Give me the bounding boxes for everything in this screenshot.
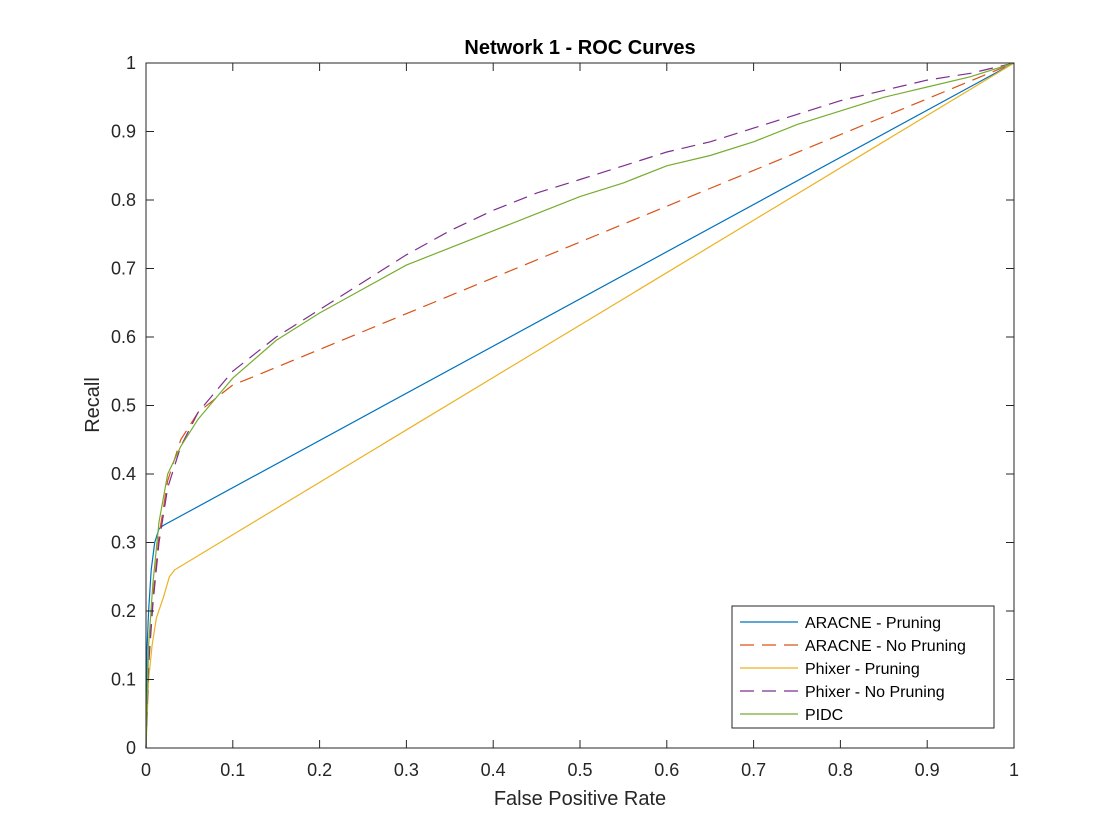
y-tick-label: 0.6 [111, 327, 136, 347]
legend-label: ARACNE - Pruning [805, 615, 941, 632]
legend: ARACNE - Pruning ARACNE - No Pruning Phixe… [731, 605, 995, 729]
tick-layer: 0 0.1 0.2 0.3 0.4 0.5 0.6 0.7 0.8 0.9 1 0 0.1 0.2 0.3 0… [111, 53, 1019, 780]
y-tick-label: 0.5 [111, 396, 136, 416]
legend-box [731, 605, 995, 729]
series-line-3 [145, 62, 1015, 749]
legend-label: Phixer - Pruning [805, 661, 920, 678]
x-tick-label: 0.6 [654, 760, 679, 780]
series-line-4 [145, 62, 1015, 749]
y-axis-label: Recall [82, 377, 104, 433]
x-tick-label: 0.8 [828, 760, 853, 780]
x-tick-label: 0.5 [567, 760, 592, 780]
x-tick-label: 0.9 [915, 760, 940, 780]
x-tick-label: 0.2 [307, 760, 332, 780]
series-line-1 [145, 62, 1015, 749]
x-tick-label: 0.3 [394, 760, 419, 780]
y-tick-label: 0 [126, 738, 136, 758]
y-tick-label: 0.9 [111, 122, 136, 142]
y-tick-label: 0.2 [111, 601, 136, 621]
y-tick-label: 1 [126, 53, 136, 73]
y-tick-label: 0.8 [111, 190, 136, 210]
x-tick-label: 0.1 [220, 760, 245, 780]
legend-label: Phixer - No Pruning [805, 684, 945, 701]
x-tick-label: 0.4 [481, 760, 506, 780]
y-tick-label: 0.4 [111, 464, 136, 484]
y-tick-label: 0.7 [111, 259, 136, 279]
chart-title: Network 1 - ROC Curves [464, 37, 695, 59]
series-line-2 [145, 62, 1015, 749]
series-layer [145, 62, 1015, 749]
legend-label: ARACNE - No Pruning [805, 638, 966, 655]
series-line-5 [145, 62, 1015, 749]
x-tick-label: 0 [141, 760, 151, 780]
x-tick-label: 0.7 [741, 760, 766, 780]
legend-label: PIDC [805, 707, 843, 724]
x-tick-label: 1 [1009, 760, 1019, 780]
y-tick-label: 0.1 [111, 670, 136, 690]
y-tick-label: 0.3 [111, 533, 136, 553]
x-axis-label: False Positive Rate [494, 788, 666, 810]
